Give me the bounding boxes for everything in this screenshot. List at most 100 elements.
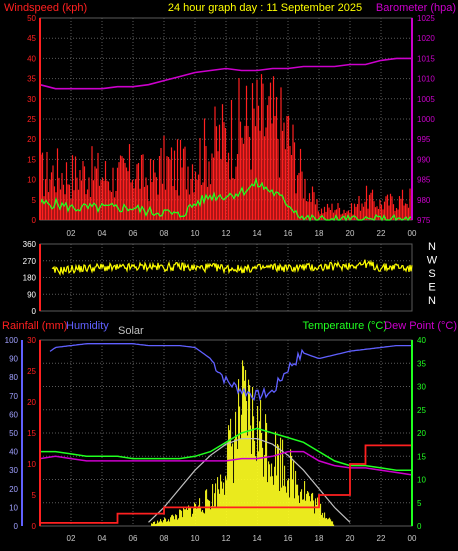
barometer-tick-1020: 1020 [417,34,435,43]
barometer-tick-1010: 1010 [417,75,435,84]
rainfall-axis-label: Rainfall (mm) [2,320,67,332]
windspeed-tick-50: 50 [27,14,36,23]
time-tick-02: 02 [67,229,76,238]
barometer-tick-990: 990 [417,155,431,164]
graph-title: 24 hour graph day : 11 September 2025 [168,2,362,14]
time-tick-04: 04 [98,229,107,238]
rain-humidity-temp-panel: 0 10 20 30 40 50 60 70 80 90 100 0 5 10 15 20 25 30 0 5 10… [5,336,427,543]
direction-tick-90: 90 [27,290,36,299]
humidity-tick-0: 0 [14,522,19,531]
time-tick-12: 12 [222,229,231,238]
humidity-tick-60: 60 [9,410,18,419]
humidity-tick-10: 10 [9,503,18,512]
time-tick-08: 08 [160,229,169,238]
humidity-tick-70: 70 [9,392,18,401]
temperature-tick-35: 35 [417,359,426,368]
time-tick-14: 14 [253,229,262,238]
humidity-tick-20: 20 [9,485,18,494]
average-wind-line [39,177,413,222]
temp-time-tick-02: 02 [67,534,76,543]
humidity-tick-90: 90 [9,355,18,364]
compass-label-3: E [428,282,435,294]
compass-label-1: W [427,255,438,267]
direction-tick-0: 0 [32,307,37,316]
barometer-axis-label: Barometer (hpa) [376,2,456,14]
temp-time-tick-22: 22 [377,534,386,543]
compass-label-2: S [428,268,435,280]
humidity-line [49,343,412,402]
solar-label: Solar [118,325,144,337]
windspeed-tick-15: 15 [27,155,36,164]
temp-time-tick-14: 14 [253,534,262,543]
temperature-tick-25: 25 [417,406,426,415]
temperature-tick-15: 15 [417,452,426,461]
windspeed-tick-10: 10 [27,176,36,185]
humidity-tick-100: 100 [5,336,19,345]
humidity-tick-30: 30 [9,466,18,475]
barometer-tick-1000: 1000 [417,115,435,124]
temp-time-tick-16: 16 [284,534,293,543]
rainfall-tick-15: 15 [27,429,36,438]
rainfall-tick-5: 5 [32,491,37,500]
dewpoint-axis-label: Dew Point (°C) [384,320,457,332]
humidity-tick-80: 80 [9,373,18,382]
humidity-axis-label: Humidity [66,320,109,332]
rainfall-tick-30: 30 [27,336,36,345]
time-tick-06: 06 [129,229,138,238]
time-tick-18: 18 [315,229,324,238]
rainfall-tick-10: 10 [27,460,36,469]
temperature-tick-5: 5 [417,499,422,508]
barometer-tick-1015: 1015 [417,54,435,63]
temp-time-tick-08: 08 [160,534,169,543]
temperature-tick-40: 40 [417,336,426,345]
temperature-tick-30: 30 [417,383,426,392]
humidity-tick-40: 40 [9,448,18,457]
temp-time-tick-06: 06 [129,534,138,543]
windspeed-tick-0: 0 [32,216,37,225]
temp-time-tick-18: 18 [315,534,324,543]
temp-time-tick-04: 04 [98,534,107,543]
direction-tick-360: 360 [23,240,37,249]
rainfall-tick-20: 20 [27,398,36,407]
rainfall-tick-25: 25 [27,367,36,376]
time-tick-16: 16 [284,229,293,238]
compass-label-0: N [428,241,436,253]
barometer-tick-995: 995 [417,135,431,144]
barometer-tick-1025: 1025 [417,14,435,23]
temp-time-tick-20: 20 [346,534,355,543]
barometer-tick-1005: 1005 [417,95,435,104]
wind-direction-line [51,259,413,277]
windspeed-axis-label: Windspeed (kph) [4,2,87,14]
barometer-tick-980: 980 [417,196,431,205]
windspeed-tick-20: 20 [27,135,36,144]
windspeed-tick-40: 40 [27,54,36,63]
temperature-tick-20: 20 [417,429,426,438]
windspeed-tick-35: 35 [27,75,36,84]
time-tick-10: 10 [191,229,200,238]
compass-label-4: N [428,295,436,307]
windspeed-tick-30: 30 [27,95,36,104]
temp-time-tick-10: 10 [191,534,200,543]
rainfall-line [40,444,412,524]
barometer-tick-975: 975 [417,216,431,225]
temp-time-tick-12: 12 [222,534,231,543]
temp-time-tick-00: 00 [408,534,417,543]
temperature-tick-0: 0 [417,522,422,531]
time-tick-00: 00 [408,229,417,238]
windspeed-tick-45: 45 [27,34,36,43]
temperature-tick-10: 10 [417,476,426,485]
time-tick-22: 22 [377,229,386,238]
windspeed-tick-25: 25 [27,115,36,124]
rainfall-tick-0: 0 [32,522,37,531]
barometer-line [39,57,412,90]
temperature-axis-label: Temperature (°C) [303,320,387,332]
time-tick-20: 20 [346,229,355,238]
barometer-tick-985: 985 [417,176,431,185]
humidity-tick-50: 50 [9,429,18,438]
direction-tick-270: 270 [23,257,37,266]
direction-tick-180: 180 [23,274,37,283]
windspeed-tick-5: 5 [32,196,37,205]
